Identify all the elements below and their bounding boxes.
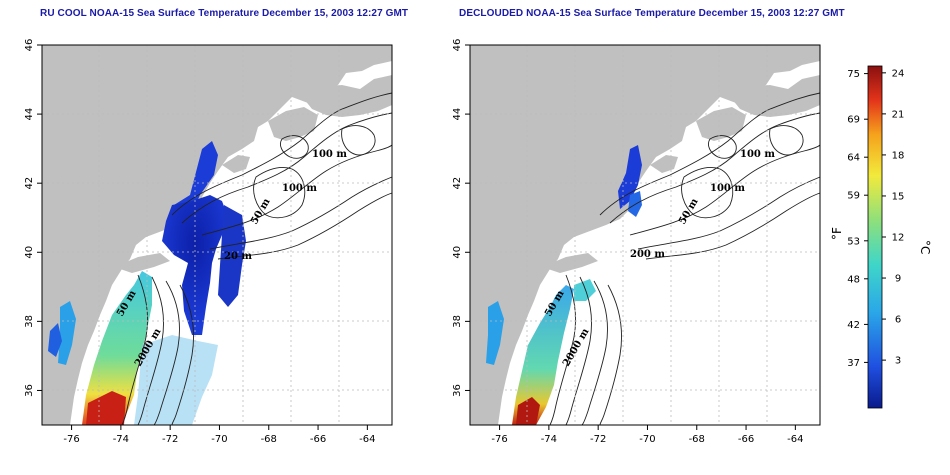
fahrenheit-unit-label: °F xyxy=(830,227,844,240)
lat-tick-label: 38 xyxy=(452,315,463,328)
lon-tick-label: -68 xyxy=(689,434,705,445)
lat-tick-label: 44 xyxy=(24,108,35,121)
celsius-tick-label: 15 xyxy=(892,191,905,202)
fahrenheit-tick-label: 42 xyxy=(847,320,860,331)
sst-shelf-water xyxy=(512,285,574,425)
lon-tick-label: -74 xyxy=(541,434,557,445)
lat-tick-label: 38 xyxy=(24,315,35,328)
lon-tick-label: -74 xyxy=(113,434,129,445)
fahrenheit-tick-label: 64 xyxy=(847,153,860,164)
contour-label: 100 m xyxy=(312,149,347,160)
sst-shelf-water xyxy=(82,271,152,425)
left-map-panel: 100 m 100 m 50 m 20 m 50 m 2000 m xyxy=(41,44,393,426)
lat-tick-label: 46 xyxy=(452,39,463,52)
lat-tick-label: 46 xyxy=(24,39,35,52)
sst-bay-water xyxy=(486,301,504,365)
colorbar-fahrenheit-ticks: 75 69 64 59 53 48 42 37 xyxy=(847,69,868,369)
fahrenheit-tick-label: 53 xyxy=(847,236,860,247)
sst-scattered-pixels xyxy=(134,335,218,425)
contour-label: 100 m xyxy=(740,149,775,160)
contour-label: 20 m xyxy=(224,251,252,262)
lon-tick-label: -70 xyxy=(639,434,655,445)
lon-tick-label: -70 xyxy=(211,434,227,445)
lat-tick-label: 40 xyxy=(24,246,35,259)
lat-tick-label: 42 xyxy=(452,177,463,190)
left-map-axes: -76 -74 -72 -70 -68 -66 -64 46 44 42 40 38 36 xyxy=(24,39,376,445)
sst-warm-core xyxy=(516,397,540,425)
celsius-tick-label: 3 xyxy=(895,356,901,367)
celsius-tick-label: 18 xyxy=(892,150,905,161)
sst-warm-core xyxy=(86,391,126,425)
celsius-tick-label: 9 xyxy=(895,274,901,285)
contour-label: 200 m xyxy=(630,249,665,260)
celsius-tick-label: 21 xyxy=(892,109,905,120)
lat-tick-label: 40 xyxy=(452,246,463,259)
fahrenheit-tick-label: 75 xyxy=(847,69,860,80)
lon-tick-label: -72 xyxy=(590,434,606,445)
sst-cold-water xyxy=(618,145,642,209)
celsius-tick-label: 6 xyxy=(895,315,901,326)
fahrenheit-tick-label: 69 xyxy=(847,115,860,126)
fahrenheit-tick-label: 48 xyxy=(847,274,860,285)
contour-label: 100 m xyxy=(282,183,317,194)
lat-tick-label: 42 xyxy=(24,177,35,190)
lon-tick-label: -64 xyxy=(359,434,375,445)
celsius-tick-label: 24 xyxy=(892,68,905,79)
sst-bay-water xyxy=(58,301,76,365)
lon-tick-label: -66 xyxy=(310,434,326,445)
left-panel-title: RU COOL NOAA-15 Sea Surface Temperature … xyxy=(40,8,409,19)
lat-tick-label: 44 xyxy=(452,108,463,121)
lon-tick-label: -76 xyxy=(63,434,79,445)
lat-tick-label: 36 xyxy=(452,384,463,397)
right-map-axes: -76 -74 -72 -70 -68 -66 -64 46 44 42 40 38 36 xyxy=(452,39,804,445)
temperature-colorbar: 75 69 64 59 53 48 42 37 24 21 18 15 12 9 6 3 °F °C xyxy=(830,65,932,409)
fahrenheit-tick-label: 37 xyxy=(847,358,860,369)
lon-tick-label: -76 xyxy=(491,434,507,445)
right-panel-title: DECLOUDED NOAA-15 Sea Surface Temperatur… xyxy=(459,8,845,19)
contour-label: 100 m xyxy=(710,183,745,194)
fahrenheit-tick-label: 59 xyxy=(847,191,860,202)
lon-tick-label: -64 xyxy=(787,434,803,445)
colorbar-scale xyxy=(867,65,883,409)
lon-tick-label: -66 xyxy=(738,434,754,445)
right-map-panel: 100 m 100 m 50 m 200 m 50 m 2000 m xyxy=(469,44,821,426)
sst-cold-water-edge xyxy=(218,205,246,307)
celsius-tick-label: 12 xyxy=(892,233,905,244)
lat-tick-label: 36 xyxy=(24,384,35,397)
lon-tick-label: -68 xyxy=(261,434,277,445)
lon-tick-label: -72 xyxy=(162,434,178,445)
celsius-unit-label: °C xyxy=(918,240,932,254)
colorbar-celsius-ticks: 24 21 18 15 12 9 6 3 xyxy=(882,68,905,367)
